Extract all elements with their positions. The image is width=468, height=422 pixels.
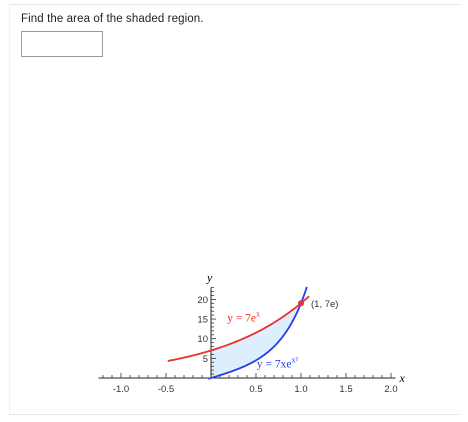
frame-left-border <box>9 4 10 414</box>
y-tick-label-backdrop <box>197 293 209 305</box>
frame-top-border <box>9 4 460 5</box>
curve-label-7xe-to-x-squared: y = 7xex² <box>257 355 299 370</box>
x-tick-label: -1.0 <box>113 384 129 395</box>
y-tick-label: 10 <box>197 334 208 345</box>
curve-7e-to-x <box>167 295 310 362</box>
y-tick-label-backdrop <box>197 313 209 325</box>
x-tick-label: 0.5 <box>249 384 262 395</box>
curve-label-7e-to-x-exponent: x <box>256 309 260 318</box>
x-tick-label: -0.5 <box>158 384 174 395</box>
intersection-point <box>298 300 304 307</box>
curve-7xe-to-x-squared <box>208 286 308 380</box>
y-tick-label-backdrop <box>197 332 209 344</box>
curve-label-7xe-main: y = 7xe <box>257 358 292 370</box>
y-tick-label: 20 <box>197 295 208 306</box>
y-tick-label-backdrop <box>197 352 209 364</box>
curve-label-7e-to-x: y = 7ex <box>227 309 260 324</box>
x-axis-label: x <box>399 371 406 385</box>
frame-bottom-border <box>9 414 460 415</box>
y-axis-label: y <box>206 271 213 285</box>
axes: -1.0 -0.5 0.5 1.0 1.5 2.0 5 10 15 20 <box>98 287 398 395</box>
answer-input[interactable] <box>21 31 103 57</box>
x-tick-label: 1.5 <box>339 384 352 395</box>
question-text: Find the area of the shaded region. <box>21 13 204 25</box>
curve-label-7e-to-x-main: y = 7e <box>227 312 256 324</box>
shaded-region <box>211 303 301 378</box>
x-tick-label: 1.0 <box>294 384 307 395</box>
curve-label-7xe-exponent: x² <box>291 355 298 364</box>
y-tick-label: 5 <box>203 354 208 365</box>
y-tick-label: 15 <box>197 315 208 326</box>
x-tick-label: 2.0 <box>384 384 397 395</box>
intersection-label: (1, 7e) <box>311 299 338 310</box>
